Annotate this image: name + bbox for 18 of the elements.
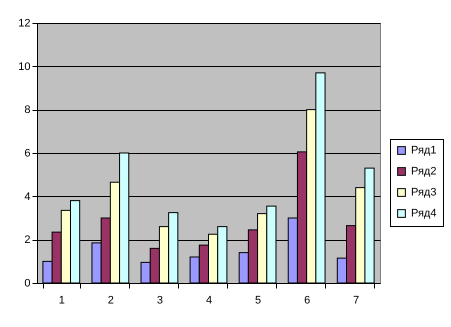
y-tick-label: 10	[18, 60, 30, 73]
legend-label: Ряд4	[411, 208, 436, 220]
x-tick-label: 2	[108, 294, 114, 306]
legend-label: Ряд3	[411, 186, 436, 198]
y-tick-label: 12	[18, 18, 30, 30]
y-tick-label: 6	[24, 148, 30, 160]
y-tick-label: 8	[24, 104, 30, 116]
x-tick-label: 7	[353, 294, 360, 306]
x-tick-label: 5	[255, 294, 262, 306]
x-tick-label: 3	[156, 294, 163, 306]
x-tick-label: 1	[58, 294, 65, 306]
legend-label: Ряд1	[411, 144, 436, 156]
legend-label: Ряд2	[411, 166, 436, 178]
y-tick-label: 4	[24, 190, 30, 203]
y-tick-label: 2	[24, 234, 30, 246]
x-tick-label: 6	[304, 294, 310, 306]
x-tick-label: 4	[206, 294, 212, 306]
y-tick-label: 0	[24, 278, 30, 290]
